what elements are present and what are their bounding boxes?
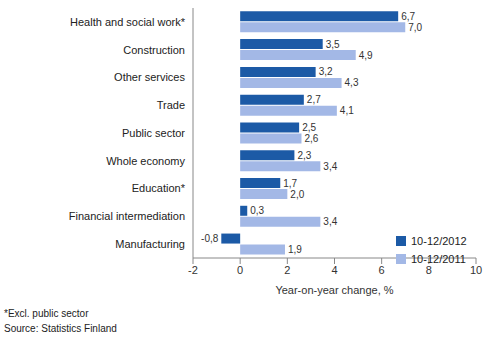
svg-text:1,9: 1,9 bbox=[288, 244, 302, 255]
svg-text:2,5: 2,5 bbox=[302, 122, 316, 133]
svg-text:3,5: 3,5 bbox=[326, 39, 340, 50]
svg-text:6: 6 bbox=[379, 264, 385, 276]
svg-text:0,3: 0,3 bbox=[250, 205, 264, 216]
html-text:Source: Statistics Finland: Source: Statistics Finland bbox=[4, 323, 117, 334]
svg-text:2,3: 2,3 bbox=[297, 150, 311, 161]
svg-text:3,4: 3,4 bbox=[323, 161, 337, 172]
svg-text:Whole economy: Whole economy bbox=[106, 155, 185, 167]
svg-text:2,6: 2,6 bbox=[304, 133, 318, 144]
svg-text:Year-on-year change, %: Year-on-year change, % bbox=[275, 284, 393, 296]
svg-text:4: 4 bbox=[331, 264, 337, 276]
svg-text:6,7: 6,7 bbox=[401, 11, 415, 22]
svg-text:8: 8 bbox=[426, 264, 432, 276]
svg-text:4,9: 4,9 bbox=[359, 50, 373, 61]
svg-text:2,7: 2,7 bbox=[307, 94, 321, 105]
svg-text:Construction: Construction bbox=[123, 44, 185, 56]
html-text:10-12/2011: 10-12/2011 bbox=[411, 253, 466, 265]
html-text:*Excl. public sector: *Excl. public sector bbox=[4, 308, 89, 319]
html-text:10-12/2012: 10-12/2012 bbox=[411, 235, 467, 247]
svg-text:0: 0 bbox=[237, 264, 243, 276]
svg-text:Other services: Other services bbox=[114, 71, 185, 83]
svg-text:1,7: 1,7 bbox=[283, 178, 297, 189]
svg-text:Health and social work*: Health and social work* bbox=[70, 16, 186, 28]
svg-text:4,3: 4,3 bbox=[345, 77, 359, 88]
svg-text:-0,8: -0,8 bbox=[201, 233, 219, 244]
svg-text:3,4: 3,4 bbox=[323, 216, 337, 227]
svg-text:10: 10 bbox=[470, 264, 482, 276]
svg-text:2: 2 bbox=[284, 264, 290, 276]
svg-text:Trade: Trade bbox=[157, 99, 185, 111]
svg-text:Manufacturing: Manufacturing bbox=[115, 238, 185, 250]
svg-text:2,0: 2,0 bbox=[290, 189, 304, 200]
svg-text:-2: -2 bbox=[188, 264, 198, 276]
svg-text:7,0: 7,0 bbox=[408, 22, 422, 33]
svg-text:Education*: Education* bbox=[132, 182, 186, 194]
svg-text:Public sector: Public sector bbox=[122, 127, 185, 139]
svg-text:4,1: 4,1 bbox=[340, 105, 354, 116]
svg-text:3,2: 3,2 bbox=[319, 66, 333, 77]
svg-text:Financial intermediation: Financial intermediation bbox=[69, 210, 185, 222]
